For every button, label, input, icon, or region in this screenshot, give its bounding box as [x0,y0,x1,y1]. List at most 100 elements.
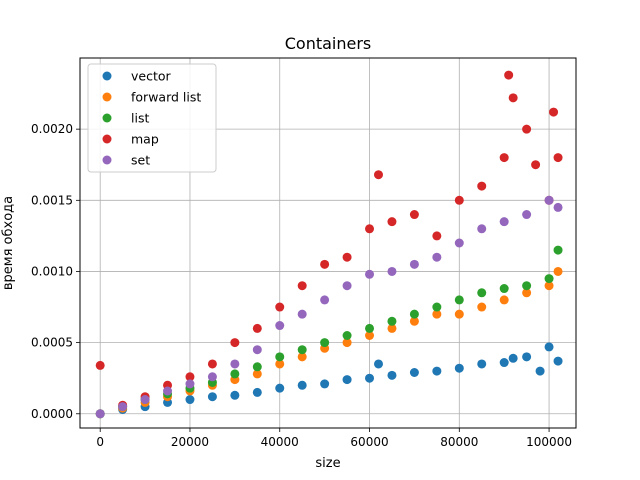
data-point [409,309,419,319]
data-point [499,358,509,368]
data-point [432,366,442,376]
x-tick-label: 80000 [440,435,478,449]
data-point [499,217,509,227]
legend-marker [102,92,112,102]
data-point [207,372,217,382]
data-point [544,274,554,284]
data-point [535,366,545,376]
legend-label: vector [131,69,172,84]
x-tick-label: 0 [96,435,104,449]
data-point [531,160,541,170]
data-point [477,288,487,298]
data-point [454,363,464,373]
data-point [432,252,442,262]
data-point [320,295,330,305]
data-point [432,231,442,241]
legend-box [87,63,217,173]
data-point [373,359,383,369]
y-tick-label: 0.0005 [31,336,73,350]
legend-label: set [131,153,150,168]
data-point [477,224,487,234]
data-point [454,295,464,305]
data-point [365,269,375,279]
grid-lines [80,58,576,428]
data-point [230,390,240,400]
data-point [454,195,464,205]
x-tick-label: 20000 [171,435,209,449]
data-point [252,369,262,379]
legend: vector forward list list map set [87,63,217,173]
chart-title: Containers [285,34,372,53]
data-point [252,387,262,397]
data-point [553,266,563,276]
data-point [342,375,352,385]
data-point [297,380,307,390]
y-tick-label: 0.0015 [31,193,73,207]
x-tick-label: 100000 [526,435,572,449]
data-point [387,316,397,326]
data-point [387,217,397,227]
data-point [252,362,262,372]
data-point [252,345,262,355]
data-point [387,323,397,333]
data-point [275,321,285,331]
data-point [230,369,240,379]
data-point [477,359,487,369]
data-point [549,107,559,117]
series-set [95,195,563,419]
x-axis-label: size [315,456,340,471]
data-point [207,392,217,402]
data-point [522,124,532,134]
data-point [387,266,397,276]
data-point [522,352,532,362]
data-point [409,210,419,220]
data-point [320,259,330,269]
plot-frame [79,57,577,429]
data-point [95,360,105,370]
data-point [365,373,375,383]
data-point [297,309,307,319]
x-tick-label: 40000 [261,435,299,449]
data-point [140,395,150,405]
data-point [477,181,487,191]
data-point [522,288,532,298]
data-point [553,153,563,163]
x-tick-label: 60000 [350,435,388,449]
data-point [207,359,217,369]
legend-marker [102,155,112,165]
data-point [163,386,173,396]
y-axis-label: время обхода [1,196,16,290]
data-point [544,281,554,291]
y-axis-ticks: 0.0000 0.0005 0.0010 0.0015 0.0020 [31,122,80,421]
data-point [320,379,330,389]
data-point [342,338,352,348]
data-point [185,372,195,382]
data-point [95,409,105,419]
data-point [508,93,518,103]
data-point [230,338,240,348]
data-point [297,281,307,291]
data-point [432,309,442,319]
data-point [499,295,509,305]
data-point [275,383,285,393]
legend-label: map [131,132,159,147]
legend-marker [102,113,112,123]
data-point [409,316,419,326]
legend-marker [102,134,112,144]
data-point [365,331,375,340]
data-point [365,323,375,333]
data-point [118,402,128,412]
data-point [477,302,487,312]
legend-label: list [131,111,149,126]
legend-marker [102,71,112,81]
data-point [342,281,352,291]
legend-label: forward list [131,90,201,105]
data-point [230,359,240,369]
data-points [95,70,563,419]
data-point [409,368,419,377]
data-point [499,284,509,294]
x-axis-ticks: 0 20000 40000 60000 80000 100000 [96,428,572,449]
series-forward-list [95,266,563,419]
data-point [522,281,532,291]
